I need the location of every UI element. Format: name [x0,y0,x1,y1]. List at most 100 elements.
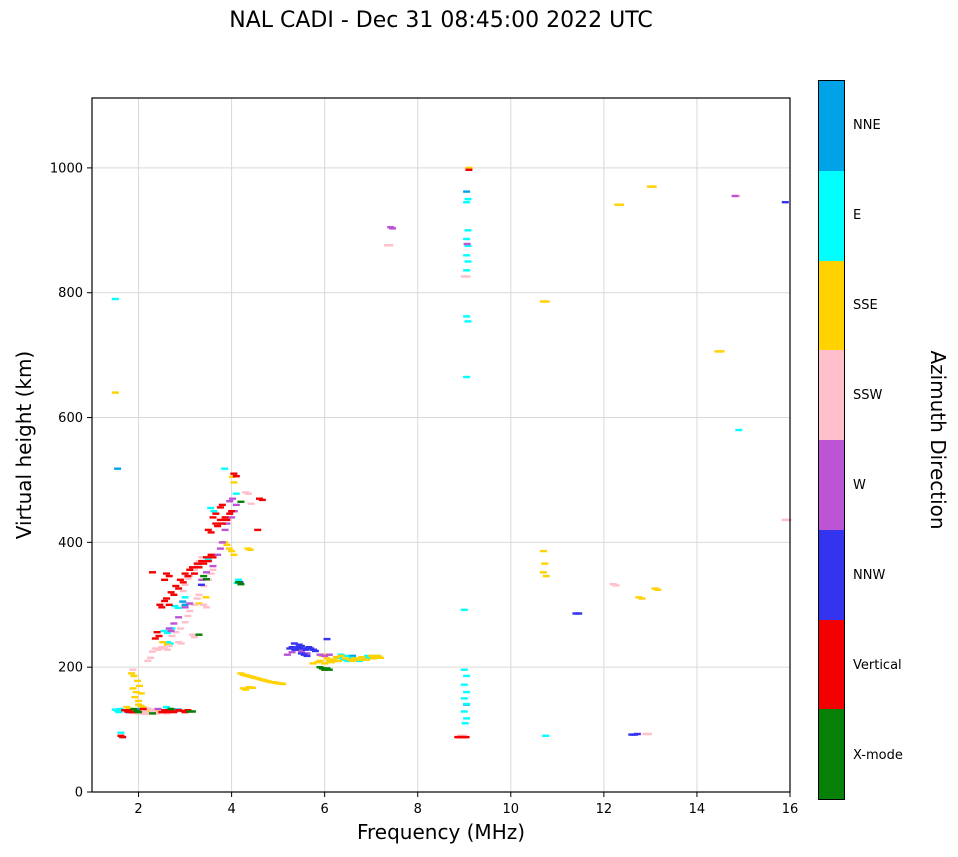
x-tick-label: 2 [134,802,142,817]
data-point-Vertical [155,634,163,638]
data-point-SSW [144,659,152,663]
data-point-SSE [134,679,142,683]
data-point-W [186,602,194,605]
colorbar-segment-E [819,170,844,261]
data-point-E [232,492,240,495]
data-point-X-mode [318,667,326,670]
data-point-X-mode [325,668,333,671]
data-point-X-mode [189,710,196,713]
data-point-Vertical [212,522,220,525]
data-point-SSE [135,699,142,703]
data-point-X-mode [237,500,245,503]
data-point-SSE [137,692,145,695]
data-point-W [170,622,178,625]
data-point-W [209,564,217,568]
data-point-SSW [207,572,215,575]
azimuth-colorbar-labels: NNE E SSE SSW W NNW Vertical X-mode [853,80,903,800]
data-point-Vertical [179,581,187,584]
data-point-NNW [302,648,310,651]
data-point-SSE [111,391,119,394]
x-tick-label: 16 [782,802,799,817]
colorbar-segment-SSW [819,350,844,440]
data-point-SSE [229,475,236,478]
data-point-SSW [459,734,467,737]
colorbar-label-W: W [853,477,866,493]
data-point-Vertical [161,578,169,581]
data-point-W [229,497,236,500]
data-point-SSE [541,562,549,565]
colorbar-label-E: E [853,207,862,223]
data-point-NNE [463,190,471,193]
data-point-W [325,653,333,656]
data-point-NNW [294,647,302,650]
data-point-Vertical [119,735,127,739]
data-point-SSE [654,588,662,591]
data-point-Vertical [209,516,217,519]
data-point-SSW [463,275,471,278]
data-point-Vertical [204,559,212,563]
data-point-SSE [328,661,336,664]
data-point-W [218,541,226,544]
data-point-E [464,197,472,201]
data-point-NNW [633,732,641,736]
data-point-SSE [139,705,147,709]
data-point-Vertical [193,562,201,565]
data-point-W [316,653,324,656]
data-point-E [339,658,347,661]
data-point-SSE [129,687,137,690]
data-point-E [111,297,119,301]
data-point-Vertical [195,566,203,569]
data-point-Vertical [158,710,166,714]
data-point-Vertical [125,709,133,712]
data-point-SSE [131,695,139,699]
y-tick-label: 0 [75,786,83,801]
data-point-Vertical [158,606,166,609]
data-point-Vertical [212,512,220,515]
data-point-SSE [132,690,140,694]
data-point-W [214,553,222,556]
data-point-SSE [617,203,625,206]
data-point-SSE [228,549,236,553]
data-point-E [735,428,743,432]
data-point-X-mode [130,707,138,711]
data-point-E [181,596,189,599]
data-point-SSW [163,648,171,651]
data-point-E [210,510,218,513]
data-point-SSE [316,659,324,663]
data-point-W [203,571,210,574]
data-point-Vertical [139,707,147,711]
data-point-E [463,702,471,706]
data-point-SSW [154,648,162,651]
data-point-SSE [649,185,657,188]
data-point-NNW [575,612,583,615]
data-point-E [463,269,471,272]
data-point-SSW [247,502,255,505]
data-point-SSE [195,602,203,605]
data-point-SSW [165,644,173,648]
data-point-E [461,722,469,725]
data-point-SSE [223,543,231,547]
data-point-SSW [177,642,185,645]
data-point-SSW [612,584,620,587]
data-point-W [321,654,329,658]
data-point-Vertical [186,568,194,571]
data-point-X-mode [203,578,210,581]
data-point-SSW [244,492,252,495]
data-point-SSW [142,712,149,716]
data-point-SSW [189,633,196,636]
data-point-Vertical [207,553,215,556]
data-point-SSW [190,603,198,606]
chart-title: NAL CADI - Dec 31 08:45:00 2022 UTC [229,8,653,33]
data-point-SSW [200,603,208,606]
data-point-NNW [290,642,298,645]
data-point-Vertical [189,566,196,569]
x-axis-label: Frequency (MHz) [356,820,526,844]
data-point-Vertical [204,528,212,532]
data-point-Vertical [121,709,129,712]
data-point-NNW [297,644,305,648]
data-point-SSE [249,686,256,689]
data-point-SSE [230,553,238,556]
data-point-Vertical [184,574,192,578]
data-point-X-mode [167,707,175,711]
y-axis-label: Virtual height (km) [12,350,36,540]
